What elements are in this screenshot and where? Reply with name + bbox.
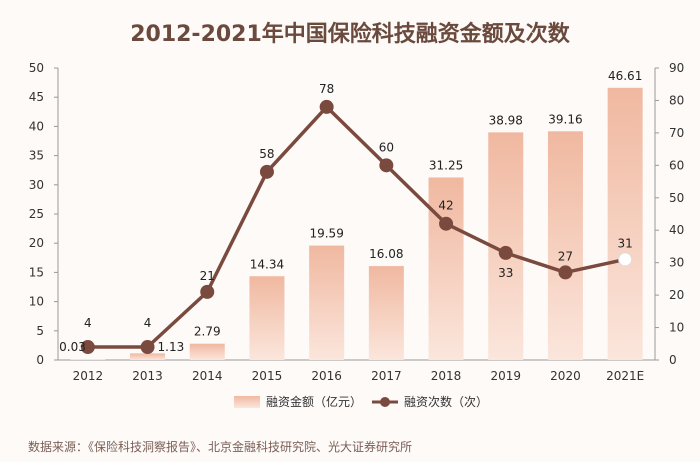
y-left-tick-label: 45 xyxy=(29,90,44,104)
line-value-label: 78 xyxy=(319,82,334,96)
x-tick-label: 2013 xyxy=(132,369,163,383)
x-tick-label: 2014 xyxy=(192,369,223,383)
line-value-label: 4 xyxy=(84,316,92,330)
y-right-tick-label: 80 xyxy=(669,93,684,107)
bar-value-label: 19.59 xyxy=(309,227,343,241)
bar xyxy=(309,245,345,360)
bar xyxy=(70,359,106,360)
y-left-tick-label: 25 xyxy=(29,207,44,221)
line-value-label: 21 xyxy=(200,269,215,283)
line-point xyxy=(618,252,633,267)
bar-value-label: 0.03 xyxy=(59,340,86,354)
bar xyxy=(189,343,225,360)
bar-value-label: 14.34 xyxy=(250,257,284,271)
y-right-tick-label: 40 xyxy=(669,223,684,237)
line-value-label: 60 xyxy=(379,140,394,154)
y-right-tick-label: 20 xyxy=(669,288,684,302)
y-right-tick-label: 10 xyxy=(669,321,684,335)
y-right-tick-label: 50 xyxy=(669,191,684,205)
line-point xyxy=(259,164,274,179)
x-tick-label: 2018 xyxy=(431,369,462,383)
line-point xyxy=(140,340,155,355)
y-right-tick-label: 30 xyxy=(669,256,684,270)
x-tick-label: 2020 xyxy=(550,369,581,383)
y-right-tick-label: 90 xyxy=(669,61,684,75)
y-left-tick-label: 10 xyxy=(29,295,44,309)
line-value-label: 33 xyxy=(498,266,513,280)
bar xyxy=(249,276,285,360)
legend-marker-line xyxy=(380,397,390,407)
line-point xyxy=(498,245,513,260)
x-tick-label: 2021E xyxy=(606,369,644,383)
line-value-label: 27 xyxy=(558,249,573,263)
legend-label-bar: 融资金额（亿元） xyxy=(266,394,362,409)
line-point xyxy=(319,99,334,114)
bar xyxy=(130,353,166,360)
y-left-tick-label: 35 xyxy=(29,149,44,163)
line-point xyxy=(379,158,394,173)
y-left-tick-label: 0 xyxy=(36,353,44,367)
line-value-label: 42 xyxy=(438,199,453,213)
legend-label-line: 融资次数（次） xyxy=(404,394,488,409)
y-left-tick-label: 40 xyxy=(29,119,44,133)
line-point xyxy=(558,265,573,280)
bar-value-label: 31.25 xyxy=(429,159,463,173)
line-point xyxy=(200,284,215,299)
bar xyxy=(547,131,583,360)
series-line xyxy=(87,105,626,349)
y-left-tick-label: 20 xyxy=(29,236,44,250)
bar-value-label: 1.13 xyxy=(158,340,185,354)
x-tick-label: 2012 xyxy=(73,369,104,383)
bar-value-label: 38.98 xyxy=(489,113,523,127)
bar-value-label: 2.79 xyxy=(194,325,221,339)
y-left-tick-label: 5 xyxy=(36,324,44,338)
bar xyxy=(368,266,404,360)
y-right-tick-label: 60 xyxy=(669,158,684,172)
x-tick-label: 2016 xyxy=(311,369,342,383)
bar xyxy=(607,87,643,360)
line-point xyxy=(80,340,95,355)
x-tick-label: 2019 xyxy=(490,369,521,383)
line-value-label: 4 xyxy=(144,316,152,330)
line-value-label: 31 xyxy=(618,236,633,250)
bar-value-label: 39.16 xyxy=(548,112,582,126)
y-left-tick-label: 50 xyxy=(29,61,44,75)
y-right-tick-label: 70 xyxy=(669,126,684,140)
line-point xyxy=(439,216,454,231)
bar-value-label: 16.08 xyxy=(369,247,403,261)
bar xyxy=(428,177,464,360)
line-value-label: 58 xyxy=(259,147,274,161)
bar-value-label: 46.61 xyxy=(608,69,642,83)
x-tick-label: 2017 xyxy=(371,369,402,383)
x-tick-label: 2015 xyxy=(252,369,283,383)
legend-swatch-bar xyxy=(234,396,260,408)
source-note: 数据来源：《保险科技洞察报告》、北京金融科技研究院、光大证券研究所 xyxy=(28,440,413,454)
y-right-tick-label: 0 xyxy=(669,353,677,367)
y-left-tick-label: 30 xyxy=(29,178,44,192)
chart-title: 2012-2021年中国保险科技融资金额及次数 xyxy=(130,22,570,47)
y-left-tick-label: 15 xyxy=(29,265,44,279)
